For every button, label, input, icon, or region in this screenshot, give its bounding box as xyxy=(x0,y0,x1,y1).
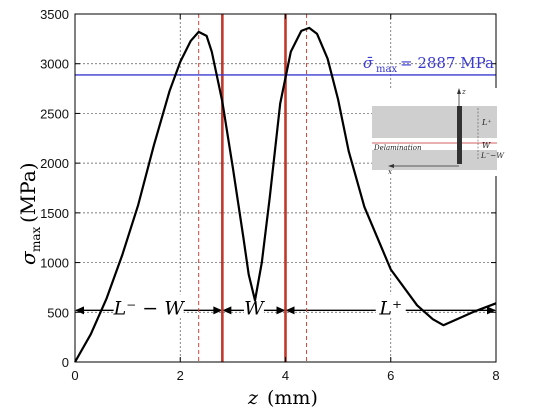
x-tick-label: 0 xyxy=(71,368,78,383)
inset-x-arrow-icon xyxy=(388,164,394,168)
hline-label: σ̄ max = 2887 MPa xyxy=(363,54,494,75)
sigma-max-curve xyxy=(74,26,497,363)
hline-label-value: = 2887 MPa xyxy=(400,54,494,72)
inset-w-label: W xyxy=(482,141,491,150)
inset-lower-layer xyxy=(372,150,497,170)
inset-l-plus-label: L⁺ xyxy=(481,118,492,127)
y-tick-label: 2500 xyxy=(40,106,69,121)
hline-label-subscript: max xyxy=(376,64,397,75)
y-tick-label: 2000 xyxy=(40,156,69,171)
region-label-0: L⁻ − W xyxy=(113,297,186,319)
inset-crack xyxy=(457,106,462,164)
y-tick-label: 1500 xyxy=(40,206,69,221)
y-axis-label-unit: (MPa) xyxy=(16,162,40,223)
y-axis-label-variable: σ xyxy=(16,250,40,265)
arrowhead-right-icon xyxy=(213,306,223,315)
region-label-2: L⁺ xyxy=(378,297,402,319)
region-arrows: L⁻ − W W L⁺ xyxy=(75,294,496,319)
y-tick-label: 0 xyxy=(62,355,69,370)
inset-delamination-label: Delamination xyxy=(373,144,422,152)
axis-ticks: 0 2 4 6 8 0 500 1000 1500 2000 2500 3000 3500 xyxy=(40,7,500,383)
x-axis-label: z (mm) xyxy=(247,387,318,409)
region-label-background xyxy=(375,294,406,317)
region-label-1: W xyxy=(244,297,265,319)
arrowhead-right-icon xyxy=(487,306,496,315)
region-label-background xyxy=(243,294,264,317)
x-axis-label-unit: (mm) xyxy=(267,387,318,409)
x-tick-label: 2 xyxy=(177,368,184,383)
delamination-inset-diagram: z x L⁺ W L⁻−W Delamination xyxy=(372,88,505,176)
x-axis-label-variable: z xyxy=(247,387,259,409)
y-tick-label: 500 xyxy=(47,305,69,320)
hline-label-sigma: σ̄ xyxy=(363,54,374,72)
arrowhead-left-icon xyxy=(75,306,84,315)
x-tick-label: 8 xyxy=(492,368,499,383)
y-tick-label: 3500 xyxy=(40,7,69,22)
arrowhead-right-icon xyxy=(276,306,286,315)
inset-x-label: x xyxy=(388,168,392,176)
arrowhead-left-icon xyxy=(285,306,295,315)
inset-z-arrow-icon xyxy=(457,88,461,94)
y-tick-label: 1000 xyxy=(40,256,69,271)
vertical-reference-lines xyxy=(198,14,308,362)
inset-l-minus-w-label: L⁻−W xyxy=(480,151,505,160)
x-tick-label: 6 xyxy=(387,368,394,383)
inset-upper-layer xyxy=(372,106,497,138)
y-tick-label: 3000 xyxy=(40,57,69,72)
arrowhead-left-icon xyxy=(222,306,232,315)
region-label-background xyxy=(113,294,184,317)
x-tick-label: 4 xyxy=(282,368,289,383)
inset-z-label: z xyxy=(461,88,466,96)
y-axis-label-subscript: max xyxy=(29,226,43,252)
series-layer xyxy=(74,26,497,363)
y-axis-label: σ max (MPa) xyxy=(16,162,43,265)
